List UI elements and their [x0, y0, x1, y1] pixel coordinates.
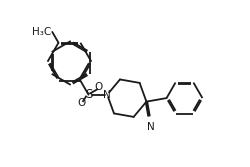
Text: S: S — [84, 88, 92, 101]
Text: N: N — [146, 122, 154, 132]
Text: N: N — [103, 90, 111, 100]
Text: O: O — [76, 98, 85, 108]
Text: O: O — [94, 82, 103, 92]
Text: H₃C: H₃C — [32, 27, 51, 37]
